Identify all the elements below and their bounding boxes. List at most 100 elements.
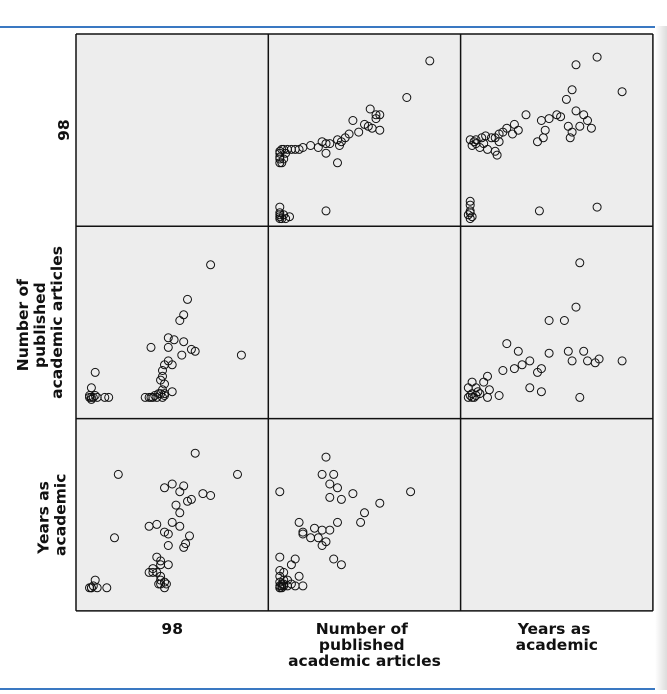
point-years_x_98-14 (175, 521, 185, 531)
point-y98_x_years-49 (465, 200, 475, 210)
point-years_x_articles-4 (333, 483, 342, 493)
point-years_x_articles-45 (298, 581, 308, 591)
point-articles_x_98-19 (160, 379, 169, 389)
point-articles_x_years-19 (498, 366, 508, 375)
point-y98_x_years-0 (592, 52, 602, 62)
point-articles_x_98-0 (206, 260, 216, 270)
col-label-articles: Number of published academic articles (288, 620, 441, 670)
point-y98_x_articles-44 (275, 208, 285, 218)
point-years_x_articles-20 (294, 517, 304, 527)
row-label-98: 98 (55, 119, 73, 141)
point-articles_x_98-11 (177, 350, 187, 360)
col-label-years: Years as academic (516, 620, 598, 654)
point-y98_x_years-39 (563, 121, 573, 131)
point-years_x_98-21 (181, 539, 191, 549)
point-y98_x_years-41 (586, 123, 596, 133)
point-years_x_articles-44 (277, 581, 287, 591)
point-y98_x_articles-35 (321, 148, 331, 158)
point-y98_x_years-1 (571, 60, 581, 70)
point-y98_x_articles-31 (333, 158, 342, 168)
point-articles_x_years-31 (463, 392, 473, 402)
point-years_x_articles-26 (336, 560, 346, 570)
point-articles_x_98-42 (100, 392, 110, 402)
point-years_x_articles-28 (275, 552, 285, 562)
point-y98_x_years-22 (477, 133, 487, 143)
point-articles_x_98-6 (163, 333, 173, 343)
point-y98_x_articles-37 (348, 116, 358, 125)
point-y98_x_years-42 (592, 202, 602, 212)
point-years_x_98-11 (171, 500, 181, 510)
point-y98_x_articles-1 (402, 93, 412, 102)
point-years_x_articles-0 (321, 452, 331, 462)
point-y98_x_years-11 (544, 114, 554, 124)
point-articles_x_98-4 (236, 350, 246, 360)
point-articles_x_years-15 (517, 360, 527, 370)
point-years_x_articles-46 (279, 579, 289, 589)
point-y98_x_years-16 (508, 129, 517, 139)
col-label-98: 98 (161, 620, 183, 638)
point-articles_x_years-21 (479, 377, 489, 387)
point-years_x_98-38 (110, 533, 119, 543)
point-y98_x_years-12 (521, 110, 531, 120)
point-years_x_98-1 (233, 469, 242, 479)
top-frame-line (0, 26, 667, 28)
matrix-background (76, 34, 653, 611)
point-articles_x_years-38 (575, 392, 585, 402)
right-edge-shade (655, 26, 667, 690)
point-articles_x_years-14 (525, 356, 535, 366)
point-years_x_98-16 (152, 519, 162, 529)
point-years_x_articles-24 (286, 560, 296, 570)
point-y98_x_years-50 (465, 196, 475, 206)
point-years_x_98-4 (167, 479, 177, 489)
point-years_x_98-45 (102, 583, 112, 593)
point-years_x_articles-47 (294, 571, 304, 581)
point-articles_x_98-33 (90, 367, 100, 377)
point-years_x_articles-5 (336, 494, 346, 504)
point-years_x_98-37 (161, 579, 171, 589)
point-y98_x_articles-0 (425, 56, 435, 66)
point-years_x_98-10 (206, 491, 216, 500)
point-years_x_98-12 (175, 508, 185, 518)
point-y98_x_years-33 (492, 150, 502, 160)
point-y98_x_years-37 (565, 133, 575, 143)
point-y98_x_articles-32 (371, 110, 381, 120)
point-years_x_98-30 (148, 564, 158, 574)
point-y98_x_years-31 (475, 143, 485, 152)
point-y98_x_articles-38 (367, 123, 377, 133)
point-years_x_articles-2 (317, 469, 327, 479)
point-articles_x_years-3 (559, 316, 569, 325)
point-y98_x_articles-4 (371, 114, 381, 124)
point-y98_x_years-20 (486, 133, 496, 143)
point-years_x_98-18 (163, 529, 173, 539)
point-y98_x_years-2 (617, 87, 627, 97)
point-articles_x_years-2 (544, 316, 554, 325)
point-years_x_articles-18 (306, 533, 316, 543)
point-years_x_98-28 (148, 567, 158, 577)
point-years_x_98-26 (163, 560, 173, 570)
point-y98_x_articles-9 (335, 141, 344, 150)
point-years_x_98-24 (156, 556, 166, 566)
point-articles_x_98-1 (183, 294, 192, 304)
point-articles_x_years-4 (502, 339, 512, 349)
point-articles_x_98-15 (160, 360, 169, 370)
point-articles_x_years-12 (617, 356, 627, 366)
point-years_x_articles-14 (310, 523, 319, 533)
point-years_x_articles-6 (325, 492, 335, 502)
point-years_x_articles-8 (375, 498, 385, 508)
point-articles_x_98-7 (169, 335, 179, 345)
point-articles_x_98-3 (175, 316, 185, 325)
point-years_x_articles-10 (356, 517, 366, 527)
point-articles_x_years-13 (567, 356, 577, 366)
point-articles_x_98-39 (88, 392, 98, 402)
point-articles_x_98-40 (90, 391, 100, 400)
point-years_x_98-44 (92, 583, 102, 593)
point-articles_x_98-16 (158, 366, 167, 375)
point-y98_x_years-29 (494, 137, 504, 147)
point-years_x_articles-7 (348, 489, 358, 499)
point-years_x_98-22 (163, 541, 173, 550)
point-years_x_98-8 (186, 494, 196, 504)
point-years_x_98-13 (167, 517, 177, 527)
point-y98_x_articles-30 (275, 158, 285, 168)
point-years_x_articles-27 (329, 554, 339, 564)
